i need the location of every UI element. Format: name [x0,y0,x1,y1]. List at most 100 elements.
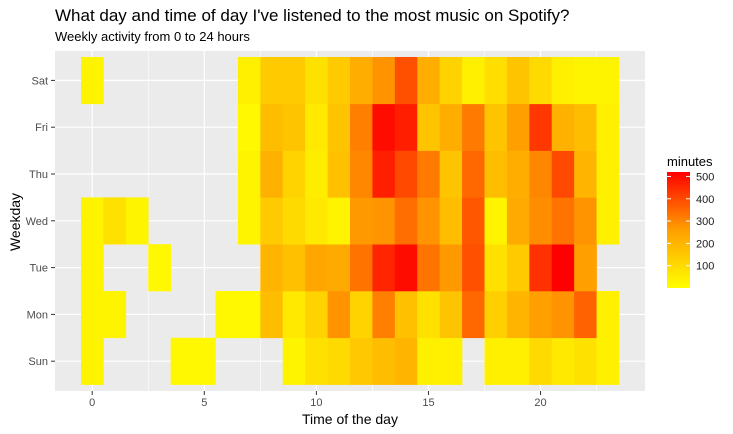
heatmap-cell [462,291,485,339]
heatmap-cell [305,150,328,198]
heatmap-cell [506,150,530,198]
heatmap-cell [551,57,575,105]
heatmap-cell [551,337,575,385]
heatmap-cell [215,291,239,339]
heatmap-cell [551,291,575,339]
x-axis-title: Time of the day [302,411,398,427]
heatmap-cell [417,103,440,151]
heatmap-cell [350,103,373,151]
heatmap-cell [170,337,194,385]
heatmap-cell [372,244,396,292]
heatmap-cell [237,150,261,198]
heatmap-cell [148,244,171,292]
heatmap-cell [305,197,328,245]
x-tick-label: 15 [422,397,434,409]
heatmap-cell [506,197,530,245]
heatmap-cell [574,103,597,151]
heatmap-cell [282,197,306,245]
y-tick-label: Mon [27,309,48,321]
heatmap-cell [394,337,418,385]
heatmap-cell [596,150,620,198]
y-tick-label: Thu [29,169,48,181]
heatmap-cell [103,197,127,245]
heatmap-cell [260,57,284,105]
heatmap-cell [484,103,508,151]
y-tick-label: Tue [29,263,48,275]
heatmap-cell [305,337,328,385]
heatmap-cell [551,150,575,198]
heatmap-cell [350,337,373,385]
heatmap-cell [506,244,530,292]
heatmap-cell [350,197,373,245]
legend-label: 200 [696,238,714,250]
heatmap-cell [81,291,104,339]
heatmap-cell [327,244,351,292]
heatmap-cell [574,150,597,198]
heatmap-cell [372,150,396,198]
heatmap-cell [596,337,620,385]
chart-title: What day and time of day I've listened t… [55,6,570,25]
heatmap-cell [462,150,485,198]
heatmap-cell [417,57,440,105]
heatmap-cell [529,244,553,292]
heatmap-cell [350,57,373,105]
heatmap-cell [484,57,508,105]
heatmap-cell [574,57,597,105]
heatmap-cell [305,57,328,105]
heatmap-cell [282,244,306,292]
x-axis: 0 5 10 15 20 [89,391,547,409]
heatmap-cell [551,103,575,151]
x-tick-label: 0 [89,397,95,409]
heatmap-cell [462,197,485,245]
y-tick-label: Fri [35,122,48,134]
heatmap-cell [260,150,284,198]
heatmap-cell [417,291,440,339]
heatmap-cell [260,244,284,292]
heatmap-cell [81,197,104,245]
heatmap-cell [282,150,306,198]
heatmap-cell [529,197,553,245]
heatmap-cell [551,244,575,292]
heatmap-cell [394,197,418,245]
y-tick-label: Wed [26,216,48,228]
legend-colorbar [667,172,690,288]
legend-label: 300 [696,216,714,228]
heatmap-cell [439,244,463,292]
heatmap-cell [260,103,284,151]
heatmap-cell [372,197,396,245]
y-tick-label: Sat [31,75,48,87]
heatmap-cell [439,337,463,385]
y-tick-label: Sun [28,356,48,368]
heatmap-cell [394,150,418,198]
legend: minutes 100 200 300 400 500 [667,154,714,288]
heatmap-cell [372,337,396,385]
heatmap-cell [484,291,508,339]
heatmap-cell [484,150,508,198]
heatmap-cell [417,197,440,245]
heatmap-cell [462,57,485,105]
heatmap-cell [372,103,396,151]
heatmap-cell [417,244,440,292]
heatmap-cell [484,244,508,292]
chart-subtitle: Weekly activity from 0 to 24 hours [55,29,250,44]
heatmap-cell [529,57,553,105]
heatmap-cell [327,57,351,105]
heatmap-cell [394,244,418,292]
heatmap-cell [596,57,620,105]
heatmap-cell [327,197,351,245]
heatmap-cell [574,337,597,385]
heatmap-cell [574,244,597,292]
heatmap-cell [506,291,530,339]
heatmap-cell [529,337,553,385]
heatmap-cell [417,150,440,198]
heatmap-cell [394,57,418,105]
heatmap-cell [282,291,306,339]
heatmap-cell [282,337,306,385]
heatmap-cell [506,103,530,151]
heatmap-cell [327,150,351,198]
legend-label: 100 [696,261,714,273]
x-tick-label: 10 [310,397,322,409]
legend-label: 400 [696,194,714,206]
y-axis: Sun Mon Tue Wed Thu Fri Sat [26,75,55,368]
